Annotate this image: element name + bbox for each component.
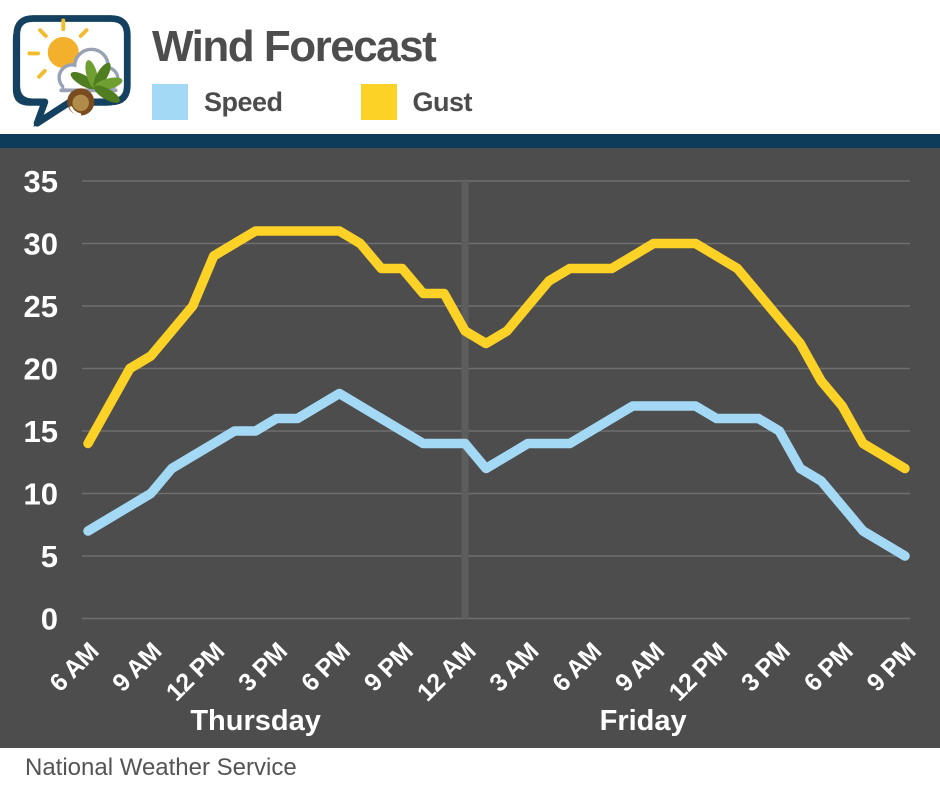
legend-item-gust: Gust xyxy=(360,84,473,120)
page-title: Wind Forecast xyxy=(152,22,437,71)
header: Wind Forecast Speed Gust xyxy=(0,0,940,134)
sun-icon xyxy=(27,18,89,79)
svg-text:9 AM: 9 AM xyxy=(107,637,167,697)
svg-text:12 PM: 12 PM xyxy=(664,637,733,706)
gust-color-swatch xyxy=(360,84,397,120)
svg-text:0: 0 xyxy=(41,602,58,637)
svg-text:25: 25 xyxy=(24,289,58,324)
svg-text:10: 10 xyxy=(24,477,58,512)
svg-text:12 AM: 12 AM xyxy=(412,637,481,706)
svg-text:6 PM: 6 PM xyxy=(296,637,356,697)
legend-item-speed: Speed xyxy=(152,84,283,120)
svg-text:Friday: Friday xyxy=(600,705,687,737)
svg-text:9 AM: 9 AM xyxy=(610,637,670,697)
svg-text:3 AM: 3 AM xyxy=(484,637,544,697)
svg-text:Thursday: Thursday xyxy=(190,705,321,737)
svg-text:3 PM: 3 PM xyxy=(233,637,293,697)
header-divider-bar xyxy=(0,134,940,148)
svg-text:15: 15 xyxy=(24,414,58,449)
svg-text:35: 35 xyxy=(24,164,58,199)
svg-text:20: 20 xyxy=(24,352,58,387)
chart-legend: Speed Gust xyxy=(152,84,473,120)
svg-text:6 AM: 6 AM xyxy=(44,637,104,697)
legend-label-gust: Gust xyxy=(412,86,473,117)
svg-text:9 PM: 9 PM xyxy=(359,637,419,697)
weather-logo-graphic xyxy=(12,15,131,128)
svg-text:6 PM: 6 PM xyxy=(799,637,859,697)
svg-text:30: 30 xyxy=(24,227,58,262)
svg-text:9 PM: 9 PM xyxy=(862,637,922,697)
weather-logo xyxy=(8,5,136,129)
svg-text:12 PM: 12 PM xyxy=(161,637,230,706)
speed-color-swatch xyxy=(152,84,188,120)
svg-text:5: 5 xyxy=(41,539,58,574)
svg-text:6 AM: 6 AM xyxy=(547,637,607,697)
footer: National Weather Service xyxy=(0,748,940,788)
svg-text:3 PM: 3 PM xyxy=(736,637,796,697)
wind-forecast-chart: 0 5 10 15 20 25 30 35 6 AM 9 AM 12 PM 3 PM 6 PM 9 PM 1… xyxy=(0,148,940,748)
buckeye-icon xyxy=(67,60,123,116)
source-attribution: National Weather Service xyxy=(25,754,297,781)
legend-label-speed: Speed xyxy=(204,86,283,117)
